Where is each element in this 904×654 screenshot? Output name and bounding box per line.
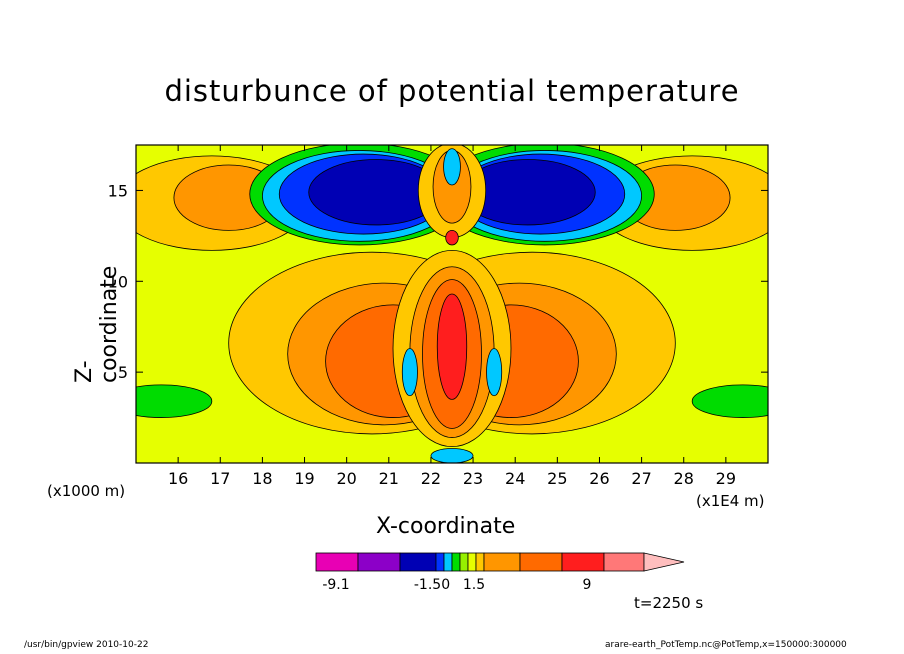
plot-frame <box>135 144 769 464</box>
center-column-core <box>436 293 468 400</box>
x-tick-label: 24 <box>505 469 525 488</box>
top-center-cyan <box>443 148 461 186</box>
colorbar-segment <box>467 552 477 572</box>
x-scale-note: (x1E4 m) <box>696 492 765 510</box>
x-tick-label: 18 <box>252 469 272 488</box>
colorbar-tick-label: -1.50 <box>414 577 450 593</box>
colorbar-segment <box>451 552 461 572</box>
colorbar-arrow <box>643 552 685 572</box>
chart-title: disturbunce of potential temperature <box>164 74 740 108</box>
x-tick-label: 28 <box>674 469 694 488</box>
x-tick-label: 29 <box>716 469 736 488</box>
low-band-green <box>136 384 213 418</box>
x-tick-label: 26 <box>589 469 609 488</box>
x-tick-label: 19 <box>294 469 314 488</box>
x-tick-label: 21 <box>379 469 399 488</box>
x-tick-label: 16 <box>168 469 188 488</box>
colorbar-segment <box>519 552 563 572</box>
colorbar-segment <box>357 552 401 572</box>
x-axis-ticks: 16 17 18 19 20 21 22 23 24 25 26 27 28 29 <box>168 145 736 488</box>
x-unit-note: (x1000 m) <box>47 482 126 500</box>
colorbar-tick-label: 9 <box>583 577 592 593</box>
footer-right: arare-earth_PotTemp.nc@PotTemp,x=150000:… <box>605 640 847 650</box>
colorbar-segment <box>603 552 645 572</box>
side-cyan-spot <box>401 348 418 397</box>
x-tick-label: 25 <box>547 469 567 488</box>
y-tick-label: 15 <box>108 181 128 200</box>
low-band-green <box>691 384 768 418</box>
colorbar-tick-label: -9.1 <box>322 577 349 593</box>
colorbar-tick-label: 1.5 <box>463 577 485 593</box>
colorbar-segment <box>459 552 469 572</box>
colorbar: -9.1 -1.50 1.5 9 <box>315 552 685 593</box>
side-cyan-spot <box>486 348 503 397</box>
colorbar-segment <box>435 552 445 572</box>
x-tick-label: 22 <box>421 469 441 488</box>
x-tick-label: 27 <box>631 469 651 488</box>
x-tick-label: 17 <box>210 469 230 488</box>
center-knot <box>445 230 459 246</box>
x-tick-label: 23 <box>463 469 483 488</box>
colorbar-segment <box>315 552 359 572</box>
colorbar-segment <box>399 552 437 572</box>
colorbar-segment <box>561 552 605 572</box>
colorbar-segment <box>475 552 485 572</box>
colorbar-segment <box>483 552 521 572</box>
time-label: t=2250 s <box>634 594 704 612</box>
bottom-cyan-spot <box>430 448 474 463</box>
colorbar-segment <box>443 552 453 572</box>
contour-field <box>136 145 768 463</box>
y-tick-label: 10 <box>108 272 128 291</box>
y-axis-label: Z-coordinate <box>72 265 122 383</box>
x-axis-label: X-coordinate <box>376 514 516 539</box>
footer-left: /usr/bin/gpview 2010-10-22 <box>24 640 149 650</box>
y-tick-label: 5 <box>118 363 128 382</box>
x-tick-label: 20 <box>336 469 356 488</box>
y-axis-ticks: 5 10 15 <box>108 181 768 382</box>
